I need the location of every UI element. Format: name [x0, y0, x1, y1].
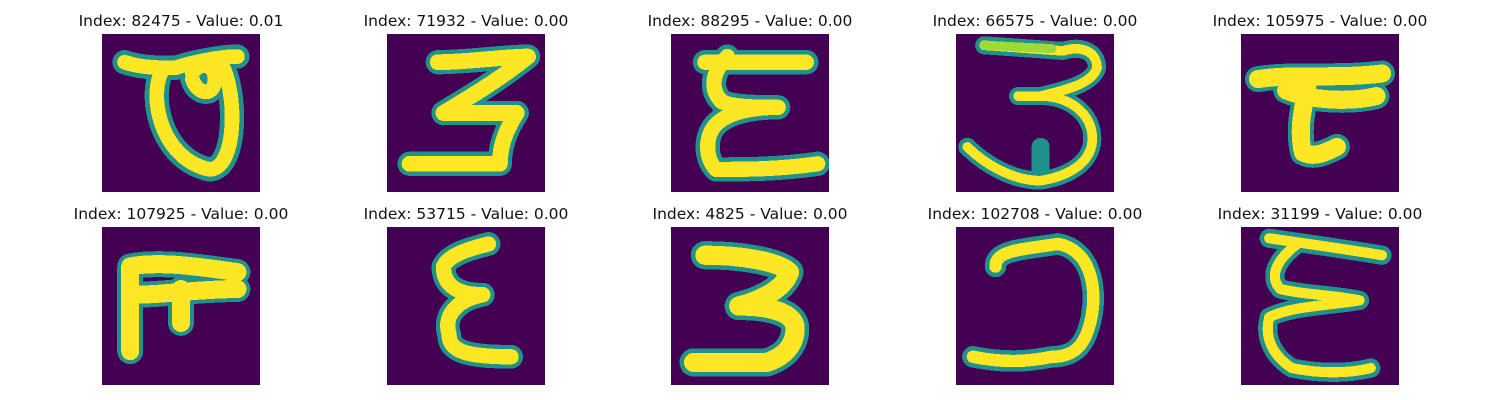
digit-image	[956, 34, 1114, 192]
panel-title: Index: 102708 - Value: 0.00	[927, 205, 1143, 223]
image-panel: Index: 88295 - Value: 0.00	[608, 12, 892, 192]
panel-title: Index: 88295 - Value: 0.00	[647, 12, 853, 30]
digit-image	[1241, 34, 1399, 192]
digit-image	[102, 34, 260, 192]
digit-image	[956, 227, 1114, 385]
panel-title: Index: 82475 - Value: 0.01	[78, 12, 284, 30]
digit-image	[387, 34, 545, 192]
panel-title: Index: 107925 - Value: 0.00	[73, 205, 289, 223]
image-panel: Index: 53715 - Value: 0.00	[324, 205, 608, 385]
image-panel: Index: 31199 - Value: 0.00	[1178, 205, 1462, 385]
digit-image	[1241, 227, 1399, 385]
image-panel: Index: 4825 - Value: 0.00	[608, 205, 892, 385]
panel-title: Index: 53715 - Value: 0.00	[363, 205, 569, 223]
panel-title: Index: 105975 - Value: 0.00	[1212, 12, 1428, 30]
panel-title: Index: 31199 - Value: 0.00	[1217, 205, 1423, 223]
image-panel: Index: 66575 - Value: 0.00	[893, 12, 1177, 192]
panel-title: Index: 4825 - Value: 0.00	[652, 205, 848, 223]
image-panel: Index: 107925 - Value: 0.00	[39, 205, 323, 385]
image-panel: Index: 105975 - Value: 0.00	[1178, 12, 1462, 192]
digit-image	[387, 227, 545, 385]
image-panel: Index: 82475 - Value: 0.01	[39, 12, 323, 192]
panel-title: Index: 66575 - Value: 0.00	[932, 12, 1138, 30]
image-panel: Index: 71932 - Value: 0.00	[324, 12, 608, 192]
panel-title: Index: 71932 - Value: 0.00	[363, 12, 569, 30]
digit-image	[671, 34, 829, 192]
digit-image	[102, 227, 260, 385]
digit-image	[671, 227, 829, 385]
image-panel: Index: 102708 - Value: 0.00	[893, 205, 1177, 385]
